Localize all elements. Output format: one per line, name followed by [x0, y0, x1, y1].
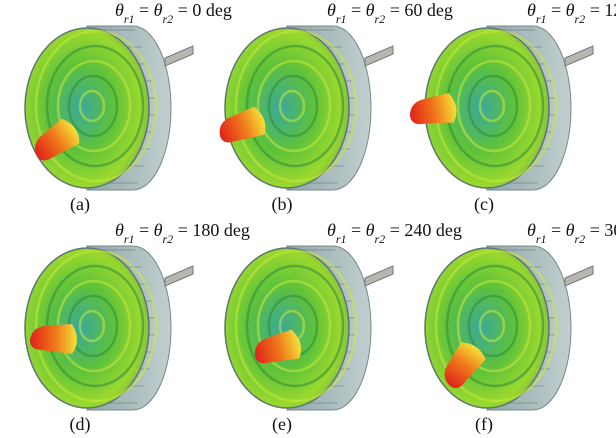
title-part: = — [347, 0, 366, 20]
title-part: = — [347, 220, 366, 240]
panel-label: (a) — [70, 194, 90, 215]
title-part: = — [547, 0, 566, 20]
panel — [25, 26, 193, 190]
panel-title: θr1 = θr2 = 240 deg — [327, 220, 462, 246]
title-part: r2 — [163, 232, 174, 246]
injector — [565, 266, 593, 286]
title-part: = 60 deg — [385, 0, 453, 20]
title-part: θ — [327, 0, 336, 20]
panel-label: (c) — [474, 194, 494, 215]
injector — [365, 266, 393, 286]
figure: θr1 = θr2 = 0 deg(a)θr1 = θr2 = 60 deg(b… — [0, 0, 616, 438]
panel — [25, 246, 193, 410]
title-part: r1 — [124, 12, 135, 26]
title-part: = 0 deg — [173, 0, 232, 20]
panel-title: θr1 = θr2 = 180 deg — [115, 220, 250, 246]
panel-title: θr1 = θr2 = 0 deg — [115, 0, 232, 26]
panel-title: θr1 = θr2 = 120 deg — [527, 0, 616, 26]
title-part: r1 — [536, 232, 547, 246]
title-part: r1 — [336, 232, 347, 246]
title-part: r1 — [124, 232, 135, 246]
title-part: r2 — [575, 12, 586, 26]
title-part: θ — [366, 0, 375, 20]
injector — [165, 46, 193, 66]
title-part: = 300 deg — [585, 220, 616, 240]
title-part: = — [547, 220, 566, 240]
panel-label: (b) — [272, 194, 293, 215]
panel-title: θr1 = θr2 = 300 deg — [527, 220, 616, 246]
panel-label: (f) — [475, 414, 493, 435]
panel — [407, 26, 593, 190]
injector — [165, 266, 193, 286]
title-part: r2 — [163, 12, 174, 26]
title-part: θ — [154, 220, 163, 240]
title-part: r2 — [375, 232, 386, 246]
title-part: θ — [327, 220, 336, 240]
title-part: = 120 deg — [585, 0, 616, 20]
injector — [565, 46, 593, 66]
panel — [215, 26, 393, 190]
title-part: = — [135, 220, 154, 240]
title-part: = 240 deg — [385, 220, 462, 240]
title-part: θ — [527, 220, 536, 240]
panel — [425, 246, 593, 410]
title-part: θ — [566, 0, 575, 20]
injector — [365, 46, 393, 66]
title-part: θ — [366, 220, 375, 240]
title-part: θ — [115, 220, 124, 240]
title-part: θ — [115, 0, 124, 20]
title-part: = 180 deg — [173, 220, 250, 240]
panel — [225, 246, 393, 410]
title-part: r1 — [536, 12, 547, 26]
panel-title: θr1 = θr2 = 60 deg — [327, 0, 453, 26]
title-part: θ — [154, 0, 163, 20]
title-part: θ — [566, 220, 575, 240]
panel-label: (e) — [272, 414, 292, 435]
panel-label: (d) — [70, 414, 91, 435]
title-part: r2 — [375, 12, 386, 26]
title-part: θ — [527, 0, 536, 20]
title-part: r2 — [575, 232, 586, 246]
title-part: r1 — [336, 12, 347, 26]
title-part: = — [135, 0, 154, 20]
